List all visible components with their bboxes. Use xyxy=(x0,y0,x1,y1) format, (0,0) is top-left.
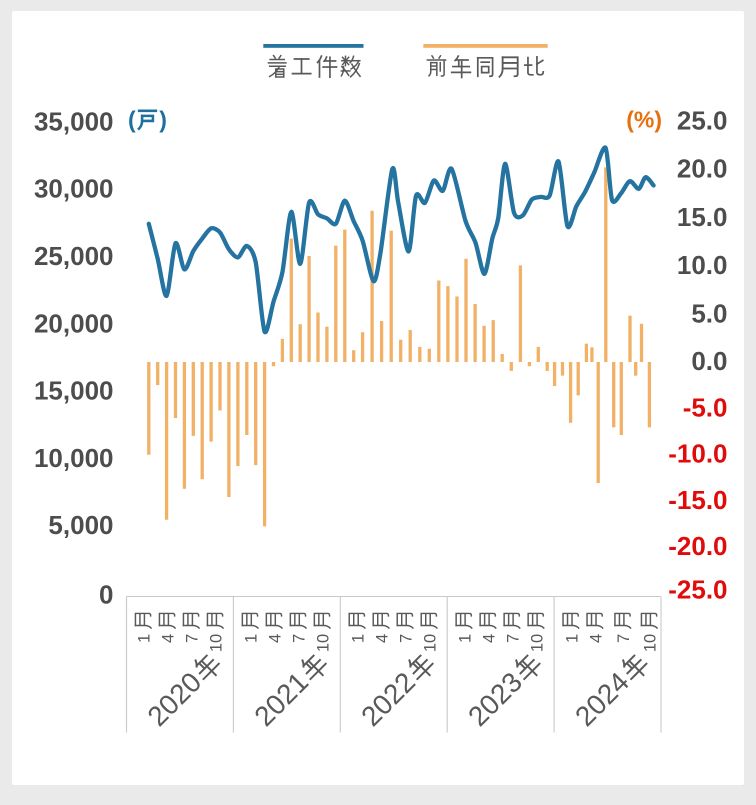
svg-text:4: 4 xyxy=(160,634,178,643)
svg-text:25.0: 25.0 xyxy=(677,105,728,135)
svg-text:4: 4 xyxy=(267,634,285,643)
svg-text:10,000: 10,000 xyxy=(34,443,114,473)
svg-text:-15.0: -15.0 xyxy=(668,485,727,515)
svg-text:10: 10 xyxy=(642,634,660,652)
svg-text:(: ( xyxy=(128,107,136,133)
svg-text:35,000: 35,000 xyxy=(34,106,114,136)
svg-text:0.0: 0.0 xyxy=(691,346,727,376)
svg-text:7: 7 xyxy=(184,634,202,643)
svg-text:5,000: 5,000 xyxy=(48,510,113,540)
svg-text:10: 10 xyxy=(315,634,333,652)
svg-text:4: 4 xyxy=(374,634,392,643)
svg-text:5.0: 5.0 xyxy=(691,298,727,328)
svg-text:10.0: 10.0 xyxy=(677,250,728,280)
svg-text:7: 7 xyxy=(291,634,309,643)
svg-text:7: 7 xyxy=(504,634,522,643)
svg-text:-10.0: -10.0 xyxy=(668,439,727,469)
svg-text:0: 0 xyxy=(99,579,113,609)
svg-text:10: 10 xyxy=(208,634,226,652)
svg-text:25,000: 25,000 xyxy=(34,241,114,271)
svg-text:1: 1 xyxy=(243,634,261,643)
svg-text:20.0: 20.0 xyxy=(677,154,728,184)
svg-text:1: 1 xyxy=(563,634,581,643)
svg-text:(%): (%) xyxy=(626,107,662,133)
svg-text:7: 7 xyxy=(398,634,416,643)
svg-text:15,000: 15,000 xyxy=(34,376,114,406)
svg-text:20,000: 20,000 xyxy=(34,308,114,338)
svg-text:10: 10 xyxy=(422,634,440,652)
svg-text:-25.0: -25.0 xyxy=(668,575,727,605)
svg-text:1: 1 xyxy=(350,634,368,643)
svg-text:30,000: 30,000 xyxy=(34,174,114,204)
svg-text:1: 1 xyxy=(136,634,154,643)
svg-text:): ) xyxy=(159,107,167,133)
svg-text:4: 4 xyxy=(587,634,605,643)
svg-text:15.0: 15.0 xyxy=(677,202,728,232)
svg-text:-5.0: -5.0 xyxy=(683,392,728,422)
svg-text:4: 4 xyxy=(480,634,498,643)
svg-text:10: 10 xyxy=(528,634,546,652)
svg-text:1: 1 xyxy=(456,634,474,643)
svg-text:-20.0: -20.0 xyxy=(668,531,727,561)
svg-text:7: 7 xyxy=(615,634,633,643)
